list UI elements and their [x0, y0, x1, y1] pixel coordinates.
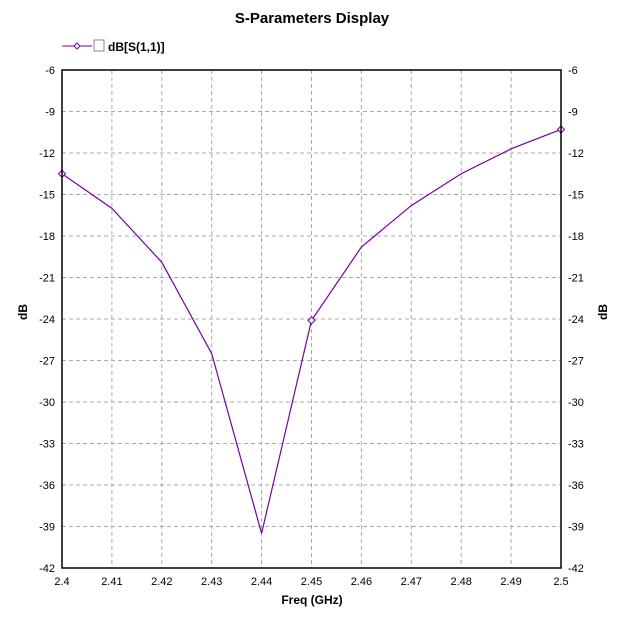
- y-tick-label-right: -18: [568, 231, 584, 243]
- y-tick-label-left: -9: [45, 107, 55, 119]
- x-tick-label: 2.45: [301, 576, 322, 588]
- y-tick-label-left: -21: [39, 273, 55, 285]
- chart-title: S-Parameters Display: [235, 10, 390, 27]
- y-tick-label-right: -24: [568, 314, 584, 326]
- x-tick-label: 2.5: [553, 576, 568, 588]
- y-tick-label-left: -27: [39, 356, 55, 368]
- y-tick-label-left: -6: [45, 65, 55, 77]
- y-tick-label-right: -9: [568, 107, 578, 119]
- x-tick-label: 2.43: [201, 576, 222, 588]
- x-tick-label: 2.44: [251, 576, 272, 588]
- data-point-marker: [307, 316, 316, 325]
- y-axis-label-right: dB: [596, 304, 610, 320]
- x-axis-label: Freq (GHz): [281, 593, 342, 607]
- legend-label: dB[S(1,1)]: [108, 40, 165, 54]
- y-tick-label-left: -24: [39, 314, 55, 326]
- y-axis-label-left: dB: [16, 304, 30, 320]
- y-tick-label-right: -6: [568, 65, 578, 77]
- x-tick-label: 2.49: [500, 576, 521, 588]
- y-tick-label-left: -30: [39, 397, 55, 409]
- y-tick-label-right: -42: [568, 563, 584, 575]
- legend-marker-icon: [73, 42, 81, 50]
- y-tick-label-right: -30: [568, 397, 584, 409]
- y-tick-label-left: -39: [39, 522, 55, 534]
- y-tick-label-right: -21: [568, 273, 584, 285]
- x-tick-label: 2.41: [101, 576, 122, 588]
- x-tick-label: 2.46: [351, 576, 372, 588]
- y-tick-label-left: -36: [39, 480, 55, 492]
- y-tick-label-right: -27: [568, 356, 584, 368]
- legend-checkbox[interactable]: [93, 39, 105, 52]
- y-tick-label-right: -33: [568, 439, 584, 451]
- y-tick-label-left: -15: [39, 190, 55, 202]
- y-tick-label-left: -33: [39, 439, 55, 451]
- y-tick-label-right: -15: [568, 190, 584, 202]
- y-tick-label-right: -36: [568, 480, 584, 492]
- y-tick-label-right: -39: [568, 522, 584, 534]
- x-tick-label: 2.48: [450, 576, 471, 588]
- x-tick-label: 2.42: [151, 576, 172, 588]
- plot-frame: [61, 69, 562, 569]
- x-tick-label: 2.4: [54, 576, 69, 588]
- y-tick-label-left: -12: [39, 148, 55, 160]
- y-tick-label-right: -12: [568, 148, 584, 160]
- y-tick-label-left: -42: [39, 563, 55, 575]
- y-tick-label-left: -18: [39, 231, 55, 243]
- x-tick-label: 2.47: [401, 576, 422, 588]
- legend[interactable]: dB[S(1,1)]: [62, 39, 165, 54]
